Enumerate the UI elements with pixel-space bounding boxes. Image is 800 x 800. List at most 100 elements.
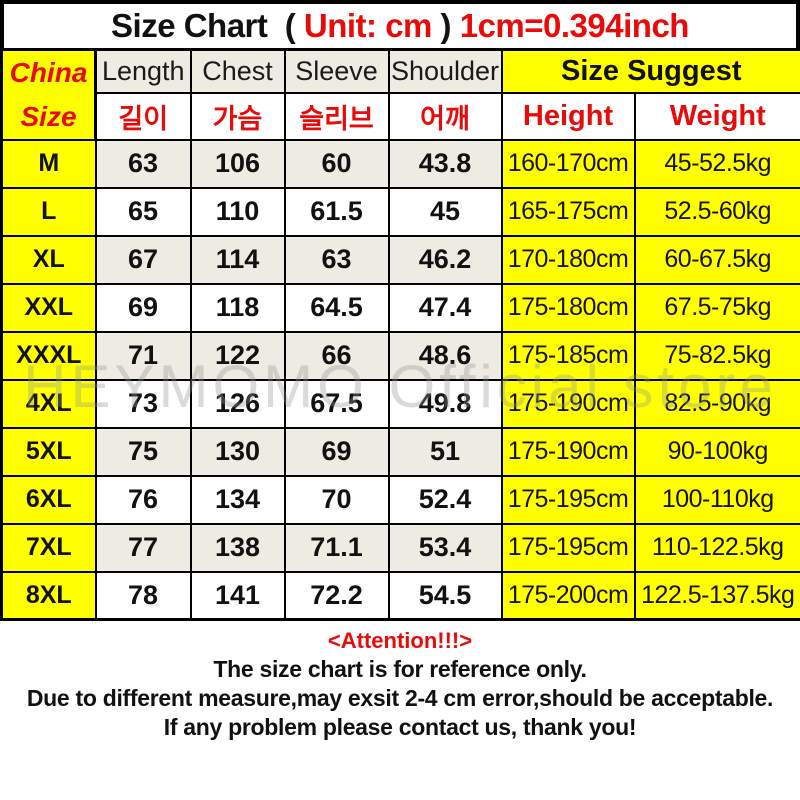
weight-value: 100-110kg [633,474,800,525]
shoulder-value: 45 [387,186,503,237]
chest-value: 130 [189,426,286,477]
sleeve-value: 63 [283,234,390,285]
size-suggest-header: Size Suggest [500,48,800,94]
weight-value: 52.5-60kg [633,186,800,237]
length-value: 63 [94,138,192,189]
size-label: M [0,138,97,189]
chest-value: 106 [189,138,286,189]
sleeve-value: 66 [283,330,390,381]
height-value: 175-190cm [500,426,636,477]
column-header-shoulder-korean: 어깨 [387,91,503,141]
weight-value: 60-67.5kg [633,234,800,285]
column-header-sleeve: Sleeve [283,48,390,94]
length-value: 76 [94,474,192,525]
china-size-line1: China [9,57,88,89]
table-row: M 63 106 60 43.8 160-170cm 45-52.5kg [0,138,800,189]
height-value: 175-195cm [500,474,636,525]
chest-value: 126 [189,378,286,429]
chest-value: 134 [189,474,286,525]
sleeve-value: 67.5 [283,378,390,429]
title-unit: Unit: cm [303,7,433,44]
column-header-height: Height [500,91,636,141]
height-value: 165-175cm [500,186,636,237]
column-header-sleeve-korean: 슬리브 [283,91,390,141]
size-chart-table: China Size Length Chest Sleeve Shoulder … [0,48,800,621]
size-label: XL [0,234,97,285]
length-value: 73 [94,378,192,429]
chest-value: 122 [189,330,286,381]
shoulder-value: 51 [387,426,503,477]
weight-value: 122.5-137.5kg [633,570,800,621]
size-label: 8XL [0,570,97,621]
chest-value: 138 [189,522,286,573]
weight-value: 110-122.5kg [633,522,800,573]
height-value: 175-185cm [500,330,636,381]
page-title: Size Chart ( Unit: cm ) 1cm=0.394inch [0,0,800,48]
size-table-body: M 63 106 60 43.8 160-170cm 45-52.5kg L 6… [0,138,800,621]
shoulder-value: 52.4 [387,474,503,525]
footer-notes: <Attention!!!> The size chart is for ref… [0,627,800,742]
length-value: 78 [94,570,192,621]
footer-note-3: If any problem please contact us, thank … [163,714,637,740]
size-label: L [0,186,97,237]
table-row: 5XL 75 130 69 51 175-190cm 90-100kg [0,426,800,477]
height-value: 160-170cm [500,138,636,189]
table-row: XXL 69 118 64.5 47.4 175-180cm 67.5-75kg [0,282,800,333]
column-header-weight: Weight [633,91,800,141]
china-size-line2: Size [20,100,77,132]
table-row: 7XL 77 138 71.1 53.4 175-195cm 110-122.5… [0,522,800,573]
column-header-length: Length [94,48,192,94]
length-value: 69 [94,282,192,333]
table-row: 4XL 73 126 67.5 49.8 175-190cm 82.5-90kg [0,378,800,429]
size-label: XXL [0,282,97,333]
sleeve-value: 70 [283,474,390,525]
size-label: XXXL [0,330,97,381]
height-value: 170-180cm [500,234,636,285]
chest-value: 141 [189,570,286,621]
column-header-chest: Chest [189,48,286,94]
length-value: 71 [94,330,192,381]
table-row: XXXL 71 122 66 48.6 175-185cm 75-82.5kg [0,330,800,381]
title-text-main: Size Chart ( [111,7,304,44]
size-label: 6XL [0,474,97,525]
weight-value: 67.5-75kg [633,282,800,333]
shoulder-value: 53.4 [387,522,503,573]
length-value: 67 [94,234,192,285]
height-value: 175-195cm [500,522,636,573]
shoulder-value: 47.4 [387,282,503,333]
sleeve-value: 60 [283,138,390,189]
weight-value: 82.5-90kg [633,378,800,429]
table-row: 6XL 76 134 70 52.4 175-195cm 100-110kg [0,474,800,525]
title-conversion: 1cm=0.394inch [459,7,690,44]
shoulder-value: 46.2 [387,234,503,285]
length-value: 65 [94,186,192,237]
title-paren-close: ) [431,7,460,44]
height-value: 175-190cm [500,378,636,429]
size-label: 5XL [0,426,97,477]
length-value: 77 [94,522,192,573]
shoulder-value: 48.6 [387,330,503,381]
chest-value: 118 [189,282,286,333]
table-row: 8XL 78 141 72.2 54.5 175-200cm 122.5-137… [0,570,800,621]
attention-label: <Attention!!!> [327,628,473,653]
sleeve-value: 64.5 [283,282,390,333]
shoulder-value: 43.8 [387,138,503,189]
height-value: 175-180cm [500,282,636,333]
footer-note-2: Due to different measure,may exsit 2-4 c… [26,685,774,711]
shoulder-value: 49.8 [387,378,503,429]
size-label: 4XL [0,378,97,429]
table-row: L 65 110 61.5 45 165-175cm 52.5-60kg [0,186,800,237]
column-header-shoulder: Shoulder [387,48,503,94]
chest-value: 110 [189,186,286,237]
sleeve-value: 71.1 [283,522,390,573]
sleeve-value: 61.5 [283,186,390,237]
weight-value: 75-82.5kg [633,330,800,381]
height-value: 175-200cm [500,570,636,621]
table-row: XL 67 114 63 46.2 170-180cm 60-67.5kg [0,234,800,285]
column-header-length-korean: 길이 [94,91,192,141]
chest-value: 114 [189,234,286,285]
size-label: 7XL [0,522,97,573]
china-size-header: China Size [0,48,97,141]
column-header-chest-korean: 가슴 [189,91,286,141]
shoulder-value: 54.5 [387,570,503,621]
